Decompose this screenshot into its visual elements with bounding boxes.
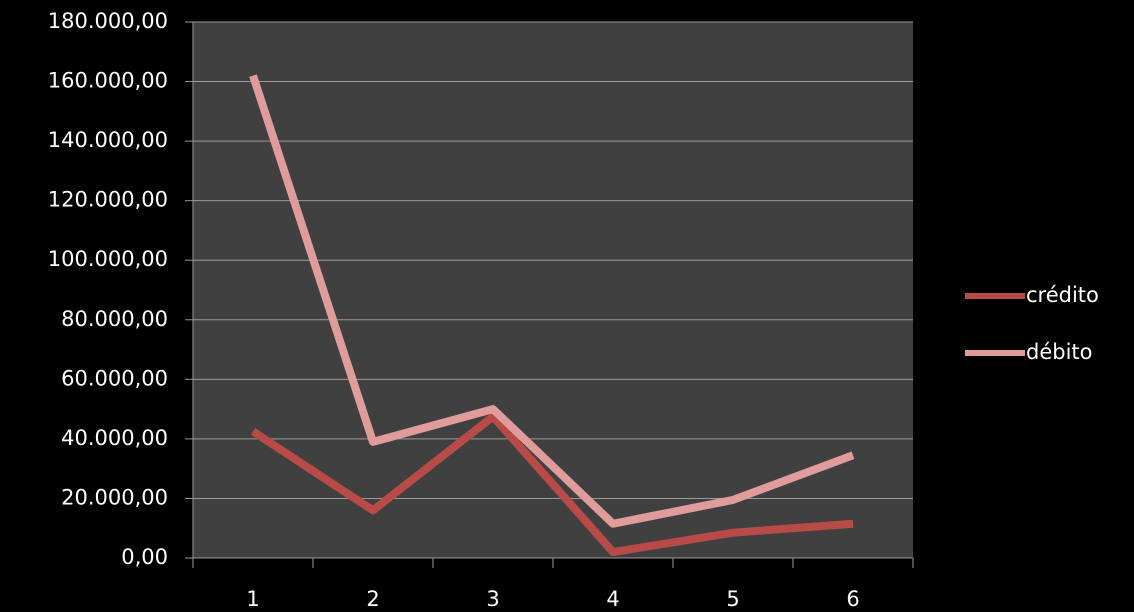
y-tick-label: 100.000,00 (48, 247, 168, 271)
series-line (250, 412, 854, 557)
y-tick-label: 120.000,00 (48, 188, 168, 212)
y-tick-label: 60.000,00 (61, 366, 168, 390)
series-line (249, 74, 855, 528)
y-tick-label: 0,00 (121, 545, 168, 569)
y-tick-label: 180.000,00 (48, 9, 168, 33)
x-tick-label: 5 (726, 587, 739, 611)
legend-label: débito (1026, 340, 1093, 364)
x-tick-label: 1 (246, 587, 259, 611)
y-tick-label: 20.000,00 (61, 485, 168, 509)
y-tick-label: 160.000,00 (48, 69, 168, 93)
x-tick-label: 3 (486, 587, 499, 611)
y-tick-label: 80.000,00 (61, 307, 168, 331)
y-tick-label: 140.000,00 (48, 128, 168, 152)
y-tick-label: 40.000,00 (61, 426, 168, 450)
x-tick-label: 2 (366, 587, 379, 611)
plot-area (193, 22, 913, 558)
x-tick-label: 6 (846, 587, 859, 611)
legend-label: crédito (1026, 283, 1099, 307)
x-tick-label: 4 (606, 587, 619, 611)
